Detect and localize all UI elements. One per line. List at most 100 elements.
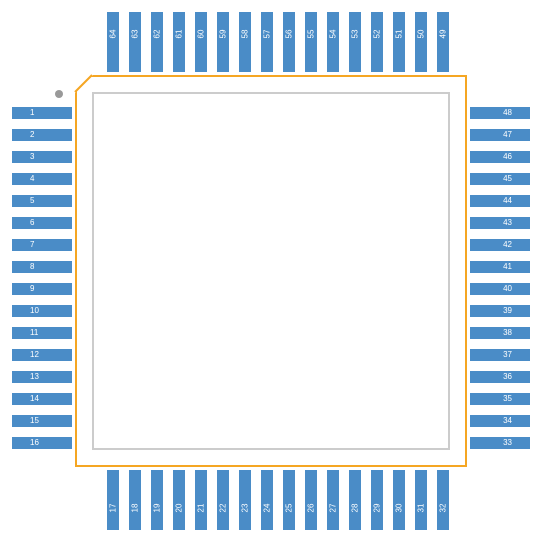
pin-label: 24 xyxy=(263,504,271,513)
pin-20: 20 xyxy=(173,470,185,530)
pin-label: 64 xyxy=(109,30,117,39)
pin-label: 25 xyxy=(285,504,293,513)
pin-30: 30 xyxy=(393,470,405,530)
pin-label: 48 xyxy=(503,109,530,117)
pin-45: 45 xyxy=(470,173,530,185)
pin-53: 53 xyxy=(349,12,361,72)
pin-5: 5 xyxy=(12,195,72,207)
pin-label: 44 xyxy=(503,197,530,205)
pin-label: 20 xyxy=(175,504,183,513)
pin-label: 17 xyxy=(109,504,117,513)
pin-12: 12 xyxy=(12,349,72,361)
pin-23: 23 xyxy=(239,470,251,530)
pin-label: 31 xyxy=(417,504,425,513)
pin-label: 9 xyxy=(12,285,34,293)
pin-label: 56 xyxy=(285,30,293,39)
pin-label: 10 xyxy=(12,307,39,315)
pin-42: 42 xyxy=(470,239,530,251)
pin-label: 7 xyxy=(12,241,34,249)
pin-58: 58 xyxy=(239,12,251,72)
pin-label: 58 xyxy=(241,30,249,39)
pin-label: 60 xyxy=(197,30,205,39)
pin-44: 44 xyxy=(470,195,530,207)
pin-17: 17 xyxy=(107,470,119,530)
pin-64: 64 xyxy=(107,12,119,72)
pin-label: 61 xyxy=(175,30,183,39)
pin-57: 57 xyxy=(261,12,273,72)
pin-51: 51 xyxy=(393,12,405,72)
pin-19: 19 xyxy=(151,470,163,530)
pin-label: 14 xyxy=(12,395,39,403)
pin-label: 63 xyxy=(131,30,139,39)
pin-9: 9 xyxy=(12,283,72,295)
pin-label: 43 xyxy=(503,219,530,227)
pin-label: 45 xyxy=(503,175,530,183)
pin-24: 24 xyxy=(261,470,273,530)
pin-label: 5 xyxy=(12,197,34,205)
pin-label: 38 xyxy=(503,329,530,337)
pin-61: 61 xyxy=(173,12,185,72)
pin-label: 22 xyxy=(219,504,227,513)
pin-label: 53 xyxy=(351,30,359,39)
pin-label: 28 xyxy=(351,504,359,513)
pin-40: 40 xyxy=(470,283,530,295)
pin-32: 32 xyxy=(437,470,449,530)
pin-label: 55 xyxy=(307,30,315,39)
pin-label: 18 xyxy=(131,504,139,513)
pin-label: 50 xyxy=(417,30,425,39)
pin-label: 41 xyxy=(503,263,530,271)
pin-35: 35 xyxy=(470,393,530,405)
pin-label: 37 xyxy=(503,351,530,359)
pin-25: 25 xyxy=(283,470,295,530)
pin-label: 3 xyxy=(12,153,34,161)
pin-label: 40 xyxy=(503,285,530,293)
pin-label: 13 xyxy=(12,373,39,381)
pin-39: 39 xyxy=(470,305,530,317)
pin-8: 8 xyxy=(12,261,72,273)
pin-label: 47 xyxy=(503,131,530,139)
pin-18: 18 xyxy=(129,470,141,530)
pin-label: 16 xyxy=(12,439,39,447)
pin-label: 15 xyxy=(12,417,39,425)
pin-59: 59 xyxy=(217,12,229,72)
pin-label: 49 xyxy=(439,30,447,39)
pin-6: 6 xyxy=(12,217,72,229)
pin-label: 2 xyxy=(12,131,34,139)
pin-21: 21 xyxy=(195,470,207,530)
pin-29: 29 xyxy=(371,470,383,530)
pin-47: 47 xyxy=(470,129,530,141)
pin-label: 12 xyxy=(12,351,39,359)
pin-38: 38 xyxy=(470,327,530,339)
pin-label: 19 xyxy=(153,504,161,513)
pin-22: 22 xyxy=(217,470,229,530)
pin-15: 15 xyxy=(12,415,72,427)
pin-11: 11 xyxy=(12,327,72,339)
pin-2: 2 xyxy=(12,129,72,141)
pin-52: 52 xyxy=(371,12,383,72)
pin-label: 6 xyxy=(12,219,34,227)
pin-label: 34 xyxy=(503,417,530,425)
pin-label: 30 xyxy=(395,504,403,513)
pin-63: 63 xyxy=(129,12,141,72)
pin-50: 50 xyxy=(415,12,427,72)
pin-10: 10 xyxy=(12,305,72,317)
pin-label: 23 xyxy=(241,504,249,513)
pin-label: 33 xyxy=(503,439,530,447)
pin-3: 3 xyxy=(12,151,72,163)
pin-7: 7 xyxy=(12,239,72,251)
pin-54: 54 xyxy=(327,12,339,72)
pin-label: 46 xyxy=(503,153,530,161)
chip-body-inner xyxy=(92,92,450,450)
pin-label: 21 xyxy=(197,504,205,513)
pin-label: 54 xyxy=(329,30,337,39)
pin1-indicator-dot xyxy=(55,90,63,98)
chip-footprint: 1234567891011121314151648474645444342414… xyxy=(0,0,542,542)
pin-label: 35 xyxy=(503,395,530,403)
pin-56: 56 xyxy=(283,12,295,72)
pin-label: 59 xyxy=(219,30,227,39)
pin-label: 52 xyxy=(373,30,381,39)
pin-62: 62 xyxy=(151,12,163,72)
pin-label: 26 xyxy=(307,504,315,513)
pin-13: 13 xyxy=(12,371,72,383)
pin-41: 41 xyxy=(470,261,530,273)
